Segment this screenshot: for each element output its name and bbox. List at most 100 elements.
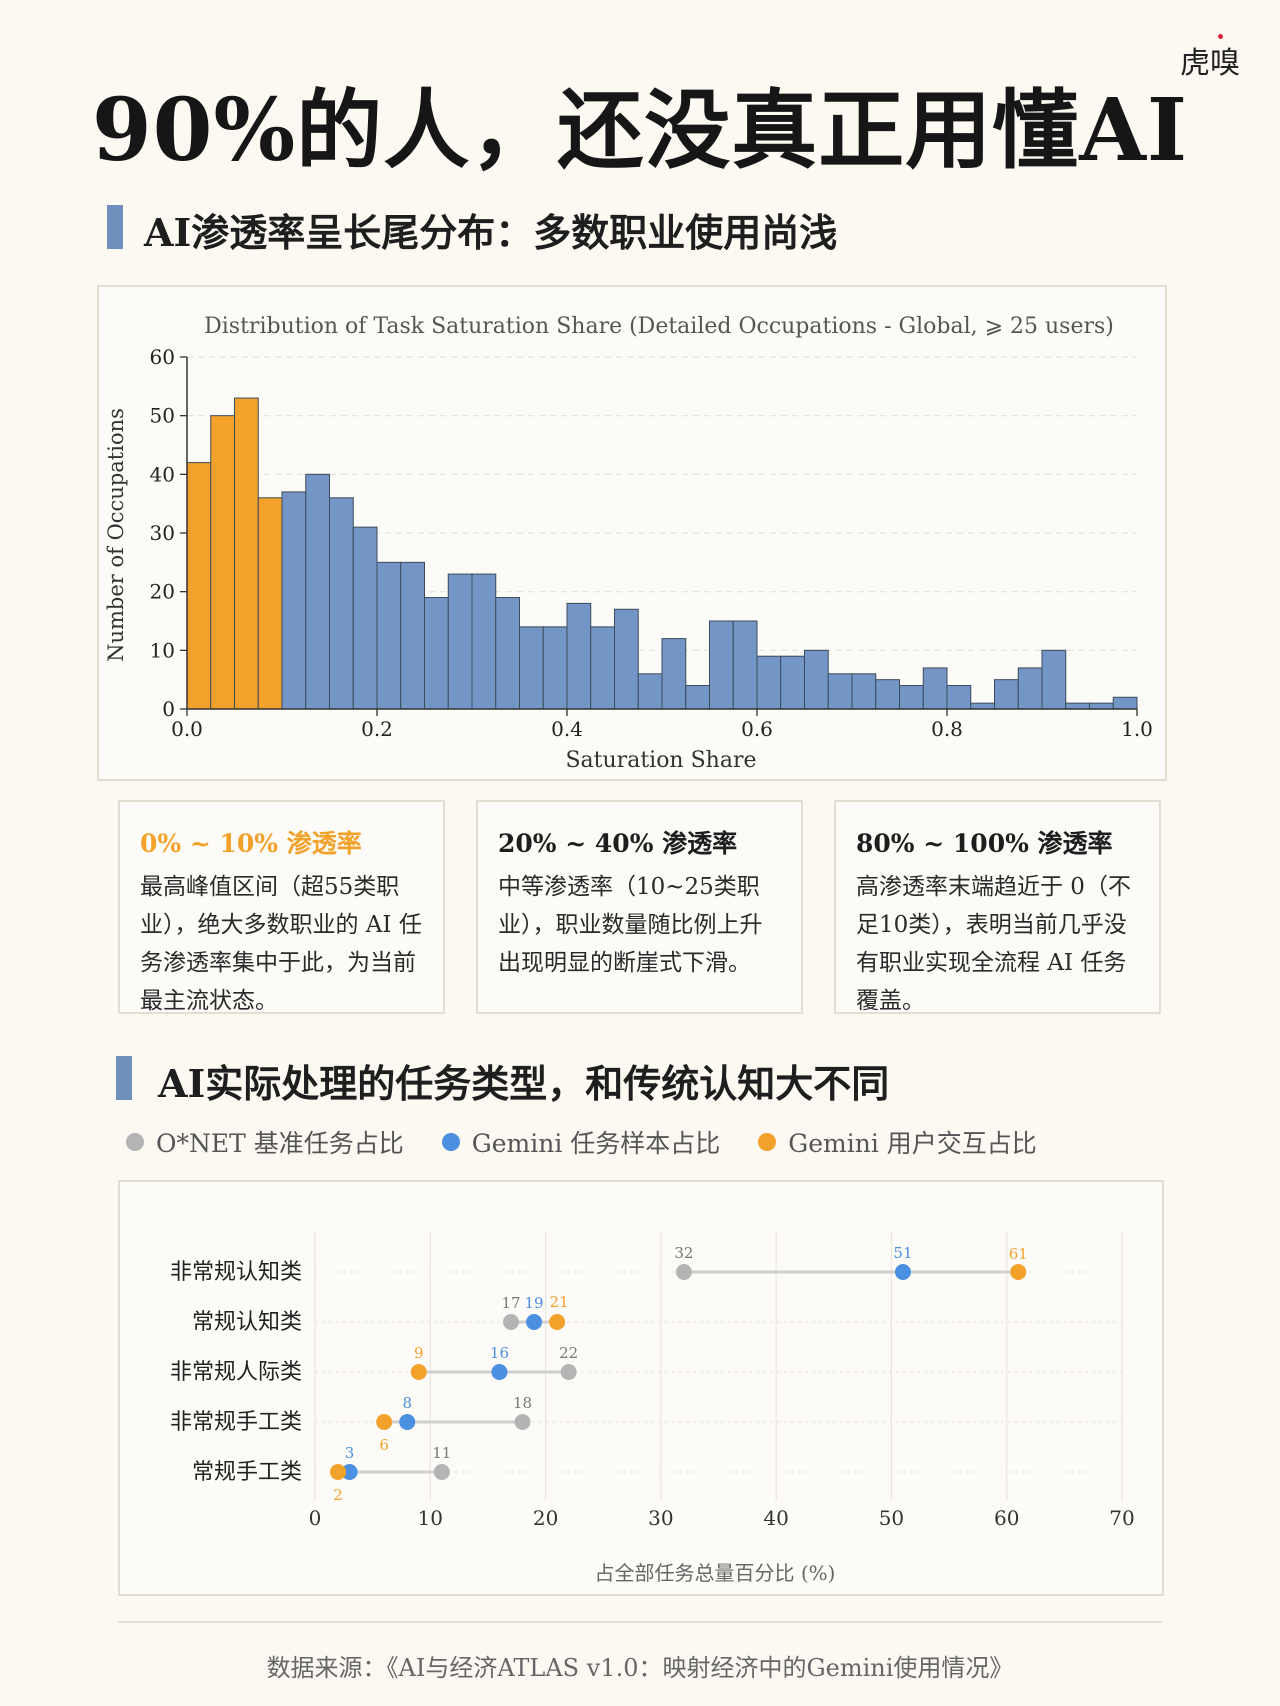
dumbbell-point bbox=[330, 1464, 347, 1480]
histogram-bar bbox=[257, 497, 283, 710]
histogram-bar bbox=[281, 491, 307, 710]
section2-accent-bar bbox=[116, 1056, 132, 1100]
histogram-bar bbox=[400, 561, 425, 710]
histogram-bar bbox=[685, 685, 710, 710]
histogram-bar bbox=[1017, 667, 1043, 710]
insight-card-high: 80% ~ 100% 渗透率 高渗透率末端趋近于 0（不足10类），表明当前几乎… bbox=[834, 800, 1161, 1014]
histogram-bar bbox=[899, 685, 924, 710]
histogram-title: Distribution of Task Saturation Share (D… bbox=[204, 314, 1114, 339]
dumbbell-xtick-label: 60 bbox=[994, 1506, 1019, 1530]
dumbbell-xtick-label: 30 bbox=[648, 1506, 673, 1530]
histogram-ytick-label: 60 bbox=[150, 345, 175, 369]
dumbbell-point bbox=[549, 1314, 566, 1330]
histogram-bar bbox=[305, 473, 330, 710]
histogram-bar bbox=[922, 667, 948, 710]
histogram-bar bbox=[1065, 702, 1090, 710]
histogram-bar bbox=[970, 702, 995, 710]
histogram-bar bbox=[424, 597, 449, 710]
dumbbell-category-label: 常规手工类 bbox=[192, 1460, 302, 1485]
dumbbell-value-label: 61 bbox=[1009, 1245, 1028, 1263]
dumbbell-value-label: 18 bbox=[513, 1394, 532, 1412]
dumbbell-point bbox=[376, 1414, 393, 1430]
dumbbell-value-label: 6 bbox=[379, 1436, 389, 1454]
dumbbell-point bbox=[491, 1364, 508, 1380]
dumbbell-xtick-label: 20 bbox=[533, 1506, 558, 1530]
histogram-bar bbox=[186, 462, 212, 710]
dumbbell-category-label: 非常规手工类 bbox=[170, 1410, 302, 1435]
histogram-ytick-label: 20 bbox=[150, 580, 175, 604]
histogram-chart: Distribution of Task Saturation Share (D… bbox=[104, 314, 1153, 773]
dumbbell-point bbox=[410, 1364, 427, 1380]
histogram-bar bbox=[210, 415, 235, 710]
histogram-bar bbox=[875, 679, 900, 710]
histogram-bar bbox=[1112, 696, 1138, 710]
legend-label-gemini-sample: Gemini 任务样本占比 bbox=[471, 1129, 721, 1158]
histogram-bar bbox=[352, 526, 378, 710]
histogram-ylabel: Number of Occupations bbox=[104, 408, 128, 662]
histogram-xtick-label: 1.0 bbox=[1121, 717, 1153, 741]
histogram-bar bbox=[566, 602, 592, 710]
brand-logo: 虎嗅 bbox=[1180, 46, 1240, 81]
histogram-ytick-label: 50 bbox=[150, 404, 175, 428]
dumbbell-value-label: 8 bbox=[402, 1394, 412, 1412]
histogram-bar bbox=[732, 620, 758, 710]
insight-card-mid: 20% ~ 40% 渗透率 中等渗透率（10~25类职业），职业数量随比例上升出… bbox=[476, 800, 803, 1014]
histogram-bar bbox=[756, 655, 782, 710]
histogram-bar bbox=[447, 573, 473, 710]
dumbbell-xtick-label: 40 bbox=[763, 1506, 788, 1530]
histogram-bar bbox=[709, 620, 734, 710]
section2-title: AI实际处理的任务类型，和传统认知大不同 bbox=[158, 1061, 890, 1106]
card-title-high: 80% ~ 100% 渗透率 bbox=[856, 829, 1113, 858]
dumbbell-value-label: 51 bbox=[893, 1244, 912, 1262]
dumbbell-value-label: 32 bbox=[674, 1244, 693, 1262]
histogram-ytick-label: 0 bbox=[162, 697, 175, 721]
dumbbell-value-label: 16 bbox=[490, 1344, 509, 1362]
dumbbell-panel: 占全部任务总量百分比 (%) 0 10 20 30 40 50 60 70 非常规认知类 32 5… bbox=[118, 1180, 1164, 1596]
legend-item-gemini-interaction: Gemini 用户交互占比 bbox=[758, 1124, 1037, 1160]
histogram-bar bbox=[376, 561, 402, 710]
histogram-bar bbox=[1041, 649, 1067, 710]
histogram-bar bbox=[827, 673, 853, 710]
dumbbell-category-label: 非常规人际类 bbox=[170, 1360, 302, 1385]
card-title-low: 0% ~ 10% 渗透率 bbox=[140, 829, 362, 858]
histogram-bar bbox=[590, 626, 615, 710]
dumbbell-legend: O*NET 基准任务占比 Gemini 任务样本占比 Gemini 用户交互占比 bbox=[126, 1122, 1075, 1162]
histogram-panel: Distribution of Task Saturation Share (D… bbox=[97, 285, 1167, 781]
histogram-bar bbox=[1089, 702, 1114, 710]
dumbbell-value-label: 9 bbox=[414, 1344, 424, 1362]
section1-accent-bar bbox=[107, 205, 123, 249]
histogram-bar bbox=[946, 685, 972, 710]
dumbbell-value-label: 22 bbox=[559, 1344, 578, 1362]
dumbbell-xlabel: 占全部任务总量百分比 (%) bbox=[595, 1561, 836, 1585]
histogram-xtick-label: 0.4 bbox=[551, 717, 583, 741]
dumbbell-value-label: 11 bbox=[432, 1444, 451, 1462]
card-body-high: 高渗透率末端趋近于 0（不足10类），表明当前几乎没有职业实现全流程 AI 任务… bbox=[856, 874, 1131, 1014]
footer-divider bbox=[118, 1621, 1162, 1623]
dumbbell-value-label: 3 bbox=[345, 1444, 355, 1462]
dumbbell-point bbox=[341, 1464, 358, 1480]
histogram-bar bbox=[637, 673, 663, 710]
dumbbell-value-label: 2 bbox=[333, 1486, 343, 1504]
histogram-bar bbox=[994, 679, 1019, 710]
brand-accent-dot bbox=[1218, 34, 1223, 39]
histogram-bar bbox=[804, 649, 829, 710]
histogram-xlabel: Saturation Share bbox=[565, 748, 756, 773]
dumbbell-xtick-label: 50 bbox=[879, 1506, 904, 1530]
histogram-xtick-label: 0.8 bbox=[931, 717, 963, 741]
histogram-bar bbox=[329, 497, 354, 710]
card-body-low: 最高峰值区间（超55类职业），绝大多数职业的 AI 任务渗透率集中于此，为当前最… bbox=[140, 874, 422, 1014]
dumbbell-point bbox=[526, 1314, 543, 1330]
dumbbell-value-label: 17 bbox=[501, 1294, 520, 1312]
histogram-bar bbox=[234, 397, 259, 710]
legend-label-onet: O*NET 基准任务占比 bbox=[156, 1129, 404, 1158]
page-title: 90%的人，还没真正用懂AI bbox=[91, 80, 1189, 181]
dumbbell-xtick-label: 10 bbox=[418, 1506, 443, 1530]
dumbbell-point bbox=[560, 1364, 577, 1380]
histogram-bar bbox=[661, 638, 687, 710]
histogram-bar bbox=[471, 573, 497, 710]
dumbbell-xtick-label: 0 bbox=[309, 1506, 322, 1530]
histogram-bar bbox=[495, 597, 520, 710]
dumbbell-category-label: 常规认知类 bbox=[192, 1310, 302, 1335]
data-source: 数据来源：《AI与经济ATLAS v1.0：映射经济中的Gemini使用情况》 bbox=[266, 1654, 1014, 1682]
